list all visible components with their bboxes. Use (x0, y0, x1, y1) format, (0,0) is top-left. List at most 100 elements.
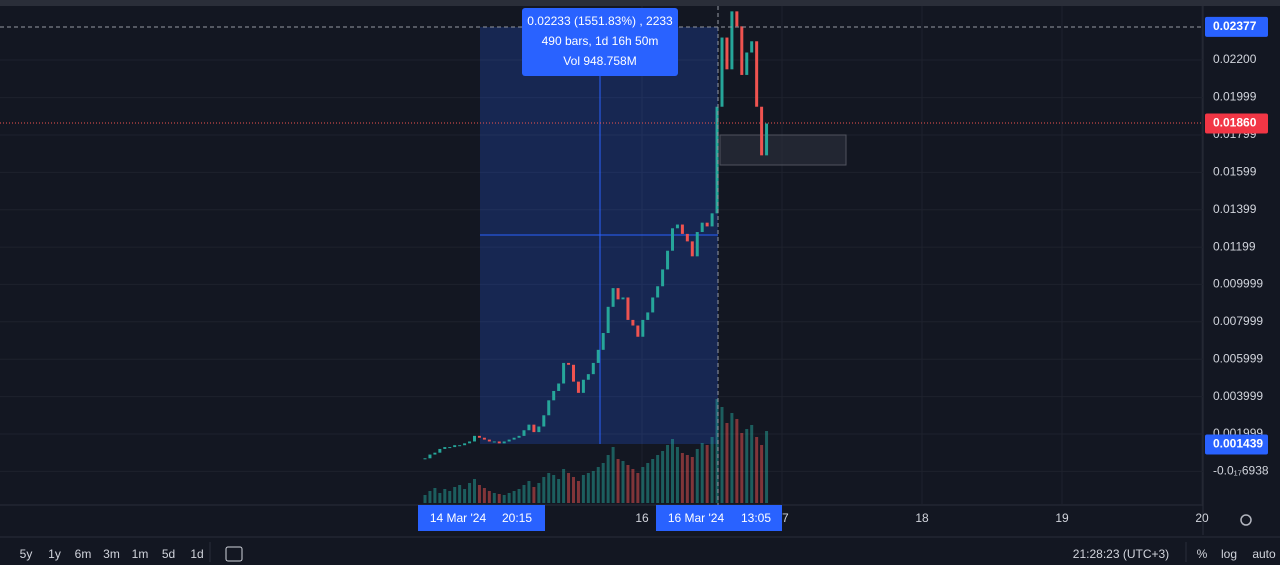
candle (532, 424, 536, 433)
volume-bar (715, 399, 719, 503)
percent-toggle[interactable]: % (1197, 547, 1208, 561)
volume-bar (710, 437, 714, 503)
volume-bar (581, 475, 585, 503)
top-border (0, 0, 1280, 6)
end-time-label (656, 505, 782, 531)
candle (700, 222, 704, 233)
candle (562, 362, 566, 384)
range-button[interactable]: 5d (162, 547, 175, 561)
range-button[interactable]: 6m (75, 547, 92, 561)
volume-bar (438, 493, 442, 503)
measure-text: Vol 948.758M (563, 54, 636, 68)
volume-bar (562, 469, 566, 503)
candle (601, 333, 605, 350)
candle (631, 319, 635, 326)
candle (755, 41, 759, 107)
volume-bar (740, 433, 744, 503)
volume-bar (522, 485, 526, 503)
candle (720, 37, 724, 107)
volume-bar (576, 481, 580, 503)
candle (468, 441, 472, 444)
volume-bar (586, 473, 590, 503)
volume-bar (537, 483, 541, 503)
price-label: 0.001439 (1213, 437, 1263, 451)
candle (750, 41, 754, 53)
candle (517, 435, 521, 438)
volume-bar (760, 445, 764, 503)
candle (527, 424, 531, 431)
candle (586, 374, 590, 380)
y-tick-label: 0.007999 (1213, 314, 1263, 328)
candle (522, 430, 526, 436)
candle (576, 381, 580, 393)
range-button[interactable]: 1y (48, 547, 61, 561)
candle (512, 437, 516, 440)
price-label: 0.01860 (1213, 116, 1257, 130)
candle (740, 26, 744, 75)
volume-bar (512, 491, 516, 503)
volume-bar (666, 445, 670, 503)
volume-bar (671, 439, 674, 503)
volume-bar (547, 473, 551, 503)
volume-bar (626, 465, 630, 503)
candle (438, 448, 442, 453)
volume-bar (572, 477, 575, 503)
x-tick-label: 20 (1195, 511, 1209, 525)
start-time-label (418, 505, 545, 531)
candle (433, 452, 437, 455)
calendar-icon[interactable] (225, 546, 243, 562)
candle (606, 306, 610, 334)
volume-bar (690, 457, 694, 503)
candle (745, 52, 749, 75)
volume-bar (468, 483, 472, 503)
x-tick-label: 16 (635, 511, 649, 525)
candle (477, 435, 481, 438)
start-time: 20:15 (502, 511, 532, 525)
measure-text: 0.02233 (1551.83%) , 2233 (527, 14, 673, 28)
volume-bar (492, 493, 496, 503)
measure-tooltip (522, 8, 678, 76)
y-tick-label: 0.01999 (1213, 90, 1257, 104)
candle (473, 435, 476, 442)
range-button[interactable]: 1d (190, 547, 203, 561)
candle (651, 297, 655, 313)
range-button[interactable]: 3m (103, 547, 120, 561)
y-tick-label: 0.01599 (1213, 165, 1257, 179)
volume-bar (755, 437, 759, 503)
candle (675, 224, 679, 229)
range-button[interactable]: 1m (132, 547, 149, 561)
volume-bar (750, 425, 754, 503)
measure-text: 490 bars, 1d 16h 50m (542, 34, 659, 48)
auto-toggle[interactable]: auto (1252, 547, 1276, 561)
volume-bar (705, 445, 709, 503)
candle (760, 106, 764, 156)
volume-bar (735, 419, 739, 503)
price-label-bg (1205, 16, 1268, 37)
volume-bar (685, 455, 689, 503)
candle (428, 454, 432, 459)
candle (507, 439, 511, 442)
volume-bar (695, 449, 699, 503)
volume-bar (680, 453, 684, 503)
settings-icon[interactable] (1240, 514, 1252, 526)
price-label-bg (1205, 434, 1268, 455)
range-button[interactable]: 5y (20, 547, 33, 561)
end-date: 16 Mar '24 (668, 511, 725, 525)
volume-bar (507, 493, 511, 503)
volume-bar (591, 471, 595, 503)
candle (423, 458, 427, 460)
volume-bar (473, 479, 476, 503)
volume-bar (443, 489, 447, 503)
candle (641, 319, 645, 337)
candle (547, 400, 551, 416)
volume-bar (463, 489, 467, 503)
y-tick-label: 0.003999 (1213, 389, 1263, 403)
candle (680, 224, 684, 234)
candle (616, 288, 620, 300)
candle (715, 106, 719, 214)
volume-bar (656, 455, 660, 503)
volume-bar (700, 443, 704, 503)
volume-bar (557, 479, 561, 503)
log-toggle[interactable]: log (1221, 547, 1237, 561)
